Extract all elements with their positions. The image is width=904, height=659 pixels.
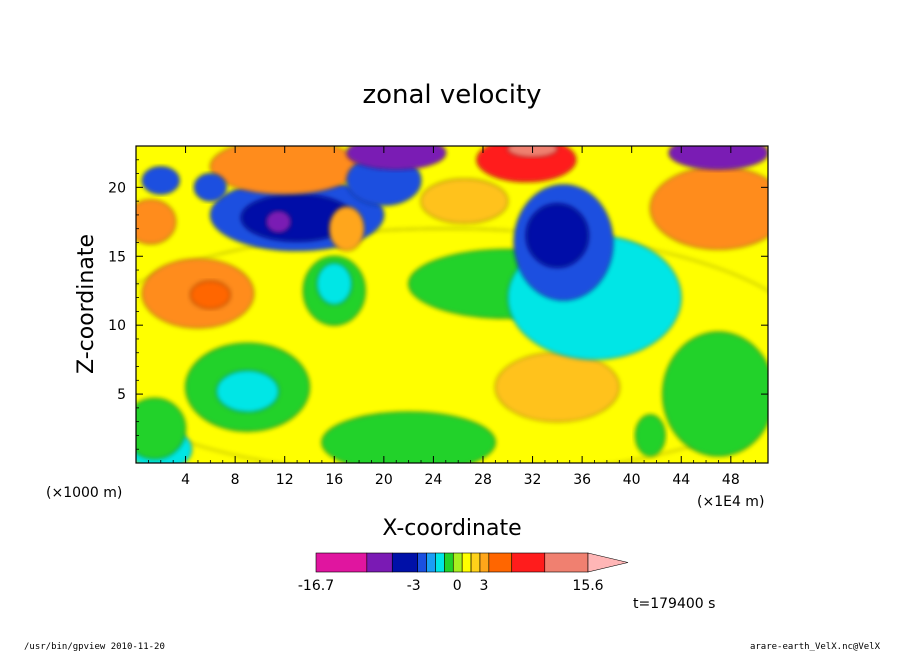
field-region-22 — [346, 146, 447, 170]
y-axis: 5 10 15 20 — [108, 159, 768, 450]
colorbar-segment — [444, 552, 454, 573]
x-tick-label: 4 — [181, 472, 190, 488]
colorbar-segment — [470, 552, 481, 573]
field-region-28 — [136, 199, 177, 245]
colorbar-segment — [452, 552, 463, 573]
field-region-23 — [476, 146, 577, 183]
field-region-11 — [662, 331, 768, 457]
colorbar-tick-label: 0 — [453, 578, 462, 594]
colorbar-extend-arrow — [587, 552, 629, 573]
y-tick-label: 5 — [117, 387, 126, 403]
time-label: t=179400 s — [633, 596, 715, 612]
y-tick-label: 20 — [108, 180, 126, 196]
colorbar-segment — [366, 552, 393, 573]
field-region-7 — [321, 411, 496, 463]
field-region-10 — [494, 352, 620, 423]
colorbar-segment — [479, 552, 490, 573]
colorbar-segment — [315, 552, 368, 573]
footer-left: /usr/bin/gpview 2010-11-20 — [24, 642, 165, 652]
field-region-26 — [649, 166, 768, 250]
x-tick-label: 8 — [231, 472, 240, 488]
x-scale-note: (×1E4 m) — [697, 494, 764, 510]
field-region-9 — [316, 262, 353, 305]
x-axis-label: X-coordinate — [382, 516, 521, 541]
field-region-31 — [635, 414, 666, 457]
field-region-6 — [136, 397, 186, 460]
field-region-30 — [193, 173, 227, 202]
field-region-29 — [141, 166, 180, 195]
field-region-15 — [525, 203, 589, 268]
plot-frame — [135, 145, 769, 464]
x-tick-label: 36 — [573, 472, 591, 488]
x-tick-label: 16 — [325, 472, 343, 488]
colorbar-max-label: 15.6 — [572, 578, 603, 594]
x-tick-label: 44 — [672, 472, 690, 488]
colorbar-segment — [511, 552, 546, 573]
colorbar-segment — [417, 552, 427, 573]
y-tick-label: 10 — [108, 318, 126, 334]
x-tick-label: 32 — [524, 472, 542, 488]
colorbar-segment — [544, 552, 589, 573]
colorbar-min-label: -16.7 — [298, 578, 334, 594]
field-region-18 — [265, 210, 292, 234]
x-tick-label: 28 — [474, 472, 492, 488]
colorbar-segment — [426, 552, 436, 573]
y-axis-label: Z-coordinate — [74, 234, 99, 374]
field-region-27 — [668, 146, 768, 170]
field-region-25 — [420, 178, 509, 224]
footer-right: arare-earth_VelX.nc@VelX — [749, 642, 880, 652]
field-region-2 — [190, 280, 231, 310]
x-tick-label: 24 — [424, 472, 442, 488]
x-tick-label: 40 — [623, 472, 641, 488]
field-region-4 — [216, 370, 279, 413]
field-layer — [136, 146, 768, 463]
colorbar-segment — [488, 552, 513, 573]
chart-title: zonal velocity — [362, 80, 541, 110]
x-tick-label: 12 — [276, 472, 294, 488]
colorbar-tick-labels: -3 0 3 — [407, 578, 489, 594]
colorbar-segment — [461, 552, 472, 573]
x-axis: 4 8 12 16 20 24 28 32 36 40 44 48 — [147, 146, 757, 488]
y-scale-note: (×1000 m) — [46, 485, 122, 501]
x-tick-label: 48 — [722, 472, 740, 488]
colorbar — [315, 552, 629, 573]
colorbar-tick-label: 3 — [480, 578, 489, 594]
colorbar-segment — [391, 552, 418, 573]
y-tick-label: 15 — [108, 249, 126, 265]
colorbar-segment — [435, 552, 445, 573]
x-tick-label: 20 — [375, 472, 393, 488]
field-region-19 — [328, 206, 365, 252]
colorbar-tick-label: -3 — [407, 578, 421, 594]
